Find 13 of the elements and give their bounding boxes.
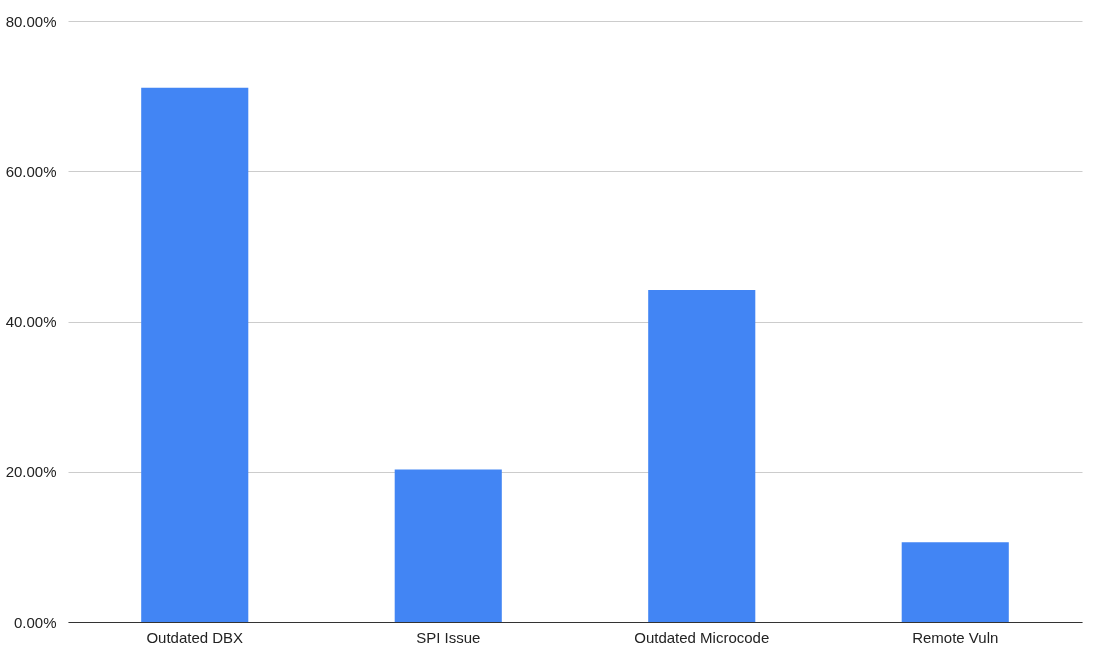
y-tick-label: 0.00% <box>13 613 57 631</box>
x-tick-label: SPI Issue <box>416 628 481 646</box>
bar <box>648 289 756 622</box>
y-tick-label: 40.00% <box>5 313 57 330</box>
x-tick-label: Outdated Microcode <box>634 628 770 646</box>
x-tick-label: Outdated DBX <box>146 628 244 646</box>
x-tick-label: Remote Vuln <box>912 628 999 646</box>
y-tick-label: 60.00% <box>5 162 57 180</box>
y-tick-label: 20.00% <box>5 463 57 481</box>
bar <box>394 469 502 622</box>
y-tick-label: 80.00% <box>5 12 57 30</box>
bar <box>141 87 249 622</box>
bar <box>901 542 1009 622</box>
